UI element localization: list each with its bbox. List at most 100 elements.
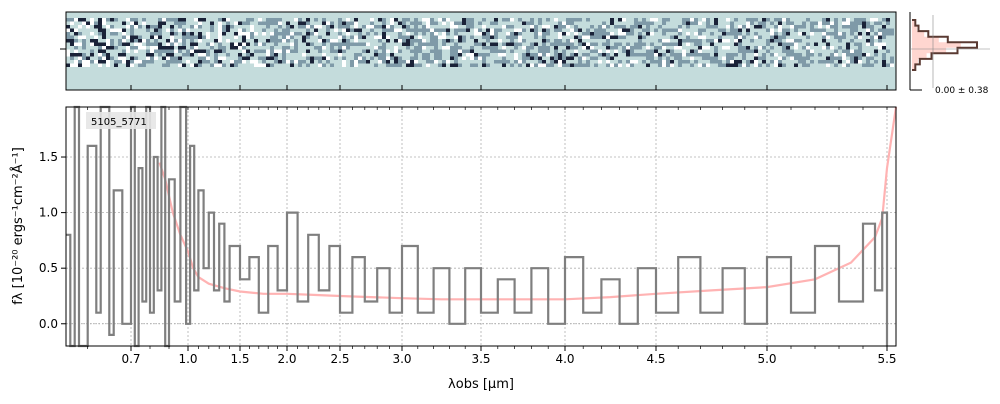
twod-cell (562, 53, 566, 57)
twod-cell (66, 28, 70, 32)
twod-cell (106, 42, 110, 46)
twod-cell (874, 35, 878, 39)
y-ticks: 0.00.51.01.5 (39, 150, 66, 331)
twod-cell (382, 49, 386, 53)
twod-cell (698, 46, 702, 50)
twod-cell (774, 60, 778, 64)
twod-cell (186, 35, 190, 39)
twod-cell (358, 32, 362, 36)
twod-cell (570, 42, 574, 46)
twod-cell (182, 28, 186, 32)
twod-cell (554, 25, 558, 29)
twod-cell (746, 18, 750, 22)
twod-cell (610, 46, 614, 50)
twod-cell (106, 18, 110, 22)
twod-cell (818, 25, 822, 29)
twod-cell (158, 49, 162, 53)
twod-cell (234, 21, 238, 25)
twod-cell (546, 63, 550, 67)
twod-cell (622, 18, 626, 22)
twod-cell (822, 39, 826, 43)
twod-cell (826, 35, 830, 39)
twod-cell (630, 46, 634, 50)
twod-cell (678, 25, 682, 29)
twod-cell (222, 46, 226, 50)
twod-cell (306, 35, 310, 39)
twod-cell (662, 53, 666, 57)
twod-cell (238, 32, 242, 36)
twod-cell (122, 39, 126, 43)
twod-cell (854, 60, 858, 64)
twod-cell (370, 56, 374, 60)
twod-cell (634, 53, 638, 57)
twod-cell (378, 35, 382, 39)
twod-cell (842, 35, 846, 39)
twod-cell (382, 18, 386, 22)
twod-cell (498, 49, 502, 53)
twod-cell (778, 21, 782, 25)
twod-cell (566, 32, 570, 36)
twod-cell (842, 49, 846, 53)
twod-cell (462, 39, 466, 43)
twod-cell (842, 63, 846, 67)
twod-cell (826, 32, 830, 36)
twod-cell (654, 53, 658, 57)
twod-cell (626, 42, 630, 46)
twod-cell (250, 35, 254, 39)
twod-cell (94, 25, 98, 29)
twod-cell (342, 25, 346, 29)
twod-cell (422, 53, 426, 57)
twod-cell (582, 46, 586, 50)
twod-cell (538, 60, 542, 64)
twod-cell (834, 53, 838, 57)
twod-cell (774, 18, 778, 22)
twod-cell (298, 32, 302, 36)
twod-cell (754, 18, 758, 22)
twod-cell (814, 42, 818, 46)
twod-cell (642, 35, 646, 39)
twod-cell (746, 32, 750, 36)
twod-cell (250, 25, 254, 29)
twod-cell (166, 53, 170, 57)
twod-cell (74, 49, 78, 53)
twod-cell (726, 60, 730, 64)
twod-cell (626, 63, 630, 67)
twod-cell (326, 60, 330, 64)
twod-cell (686, 21, 690, 25)
twod-cell (198, 53, 202, 57)
twod-cell (358, 60, 362, 64)
twod-cell (370, 25, 374, 29)
x-tick-label: 5.0 (757, 352, 776, 366)
twod-cell (738, 49, 742, 53)
twod-cell (146, 60, 150, 64)
twod-cell (702, 53, 706, 57)
twod-cell (362, 42, 366, 46)
twod-cell (746, 63, 750, 67)
twod-cell (218, 63, 222, 67)
twod-cell (190, 46, 194, 50)
twod-cell (482, 32, 486, 36)
twod-cell (174, 39, 178, 43)
twod-cell (454, 42, 458, 46)
twod-cell (490, 21, 494, 25)
twod-cell (182, 46, 186, 50)
twod-cell (742, 56, 746, 60)
twod-cell (774, 63, 778, 67)
twod-cell (698, 42, 702, 46)
twod-cell (130, 18, 134, 22)
twod-cell (102, 32, 106, 36)
twod-cell (590, 56, 594, 60)
twod-cell (518, 35, 522, 39)
twod-cell (462, 28, 466, 32)
twod-cell (154, 49, 158, 53)
y-axis-label: fλ [10⁻²⁰ ergs⁻¹cm⁻²Å⁻¹] (10, 147, 26, 305)
twod-cell (702, 46, 706, 50)
twod-cell (862, 63, 866, 67)
twod-cell (494, 28, 498, 32)
twod-cell (406, 18, 410, 22)
twod-cell (354, 35, 358, 39)
twod-cell (782, 32, 786, 36)
twod-cell (810, 49, 814, 53)
twod-cell (130, 28, 134, 32)
twod-cell (458, 39, 462, 43)
